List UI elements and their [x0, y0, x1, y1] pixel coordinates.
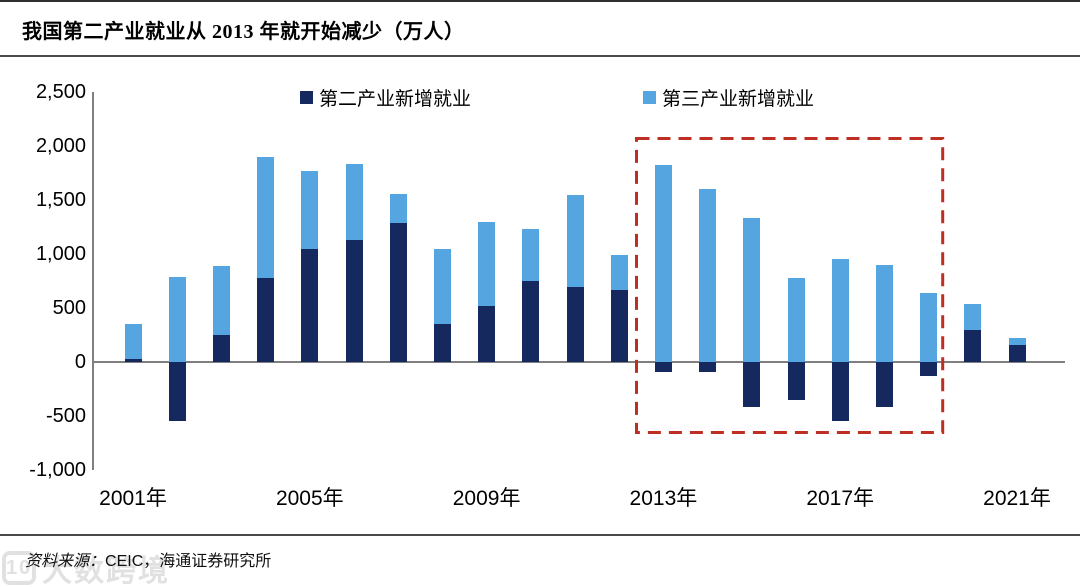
watermark: 10 大数跨境: [2, 546, 170, 587]
bar-segment-2004-第二产业新增就业: [257, 278, 275, 362]
watermark-logo-icon: 10: [2, 551, 36, 585]
x-tick-label-2001: 2001年: [99, 487, 167, 510]
bar-segment-2016-第三产业新增就业: [787, 277, 805, 362]
legend-swatch-icon: [643, 90, 656, 104]
legend-label: 第二产业新增就业: [319, 88, 472, 110]
x-tick-label-2021: 2021年: [983, 487, 1051, 510]
bar-segment-2006-第三产业新增就业: [345, 164, 363, 240]
y-tick-label-500: 500: [52, 297, 86, 319]
bar-segment-2003-第二产业新增就业: [212, 335, 230, 362]
x-tick-label-2009: 2009年: [452, 487, 521, 510]
bar-segment-2005-第二产业新增就业: [301, 248, 319, 362]
bar-segment-2016-第二产业新增就业: [787, 362, 805, 400]
bar-segment-2003-第三产业新增就业: [212, 265, 230, 335]
source-note: 资料来源：CEIC，海通证券研究所: [25, 547, 271, 571]
bar-segment-2021-第二产业新增就业: [1008, 344, 1026, 362]
bar-segment-2011-第二产业新增就业: [566, 287, 584, 362]
bar-segment-2002-第二产业新增就业: [168, 362, 186, 422]
bar-segment-2008-第二产业新增就业: [433, 323, 451, 362]
bar-segment-2017-第三产业新增就业: [831, 259, 849, 362]
footer-divider-rule: [0, 534, 1080, 536]
x-tick-label-2017: 2017年: [806, 487, 875, 510]
bar-segment-2017-第二产业新增就业: [831, 362, 849, 421]
bar-segment-2007-第三产业新增就业: [389, 194, 407, 223]
y-tick-label--1000: -1,000: [29, 459, 86, 481]
y-tick-label--500: -500: [45, 405, 86, 427]
bar-segment-2007-第二产业新增就业: [389, 222, 407, 362]
zero-baseline: [92, 361, 1065, 363]
bar-segment-2019-第二产业新增就业: [920, 362, 938, 377]
bar-segment-2014-第二产业新增就业: [699, 362, 717, 372]
bar-segment-2015-第二产业新增就业: [743, 362, 761, 408]
bar-segment-2001-第三产业新增就业: [124, 323, 142, 360]
bar-segment-2013-第三产业新增就业: [654, 165, 672, 362]
y-tick-label-0: 0: [74, 351, 86, 373]
bar-segment-2011-第三产业新增就业: [566, 194, 584, 288]
bar-segment-2010-第二产业新增就业: [522, 281, 540, 362]
legend-swatch-icon: [300, 90, 313, 104]
bar-segment-2019-第三产业新增就业: [920, 292, 938, 362]
bar-segment-2018-第三产业新增就业: [875, 264, 893, 362]
bar-segment-2001-第二产业新增就业: [124, 359, 142, 362]
y-tick-label-1500: 1,500: [35, 189, 86, 211]
bar-segment-2004-第三产业新增就业: [257, 156, 275, 279]
legend-label: 第三产业新增就业: [662, 88, 815, 110]
bar-segment-2020-第三产业新增就业: [964, 303, 982, 331]
x-tick-label-2013: 2013年: [629, 487, 698, 510]
x-tick-label-2005: 2005年: [275, 487, 344, 510]
watermark-text: 大数跨境: [42, 555, 170, 587]
title-underline-rule: [0, 55, 1080, 57]
bar-segment-2002-第三产业新增就业: [168, 276, 186, 362]
bar-segment-2021-第三产业新增就业: [1008, 338, 1026, 345]
bar-segment-2020-第二产业新增就业: [964, 330, 982, 362]
source-label: 资料来源：: [25, 553, 106, 570]
bar-segment-2005-第三产业新增就业: [301, 171, 319, 249]
y-tick-label-2500: 2,500: [35, 81, 86, 103]
top-border-rule: [0, 0, 1080, 2]
bar-segment-2014-第三产业新增就业: [699, 189, 717, 362]
legend-item-第三产业新增就业: 第三产业新增就业: [643, 87, 814, 110]
legend-item-第二产业新增就业: 第二产业新增就业: [300, 87, 471, 110]
bar-segment-2012-第二产业新增就业: [610, 289, 628, 362]
chart-title: 我国第二产业就业从 2013 年就开始减少（万人）: [22, 21, 465, 43]
bar-segment-2006-第二产业新增就业: [345, 239, 363, 362]
bar-segment-2015-第三产业新增就业: [743, 218, 761, 362]
bar-segment-2012-第三产业新增就业: [610, 255, 628, 290]
bar-segment-2009-第三产业新增就业: [478, 221, 496, 307]
bar-segment-2010-第三产业新增就业: [522, 229, 540, 281]
bar-segment-2009-第二产业新增就业: [478, 306, 496, 362]
y-axis-line: [92, 92, 94, 470]
y-tick-label-2000: 2,000: [35, 135, 86, 157]
source-value: CEIC，海通证券研究所: [105, 553, 272, 570]
bar-segment-2018-第二产业新增就业: [875, 362, 893, 407]
bar-segment-2013-第二产业新增就业: [654, 362, 672, 372]
bar-segment-2008-第三产业新增就业: [433, 249, 451, 324]
y-tick-label-1000: 1,000: [35, 243, 86, 265]
